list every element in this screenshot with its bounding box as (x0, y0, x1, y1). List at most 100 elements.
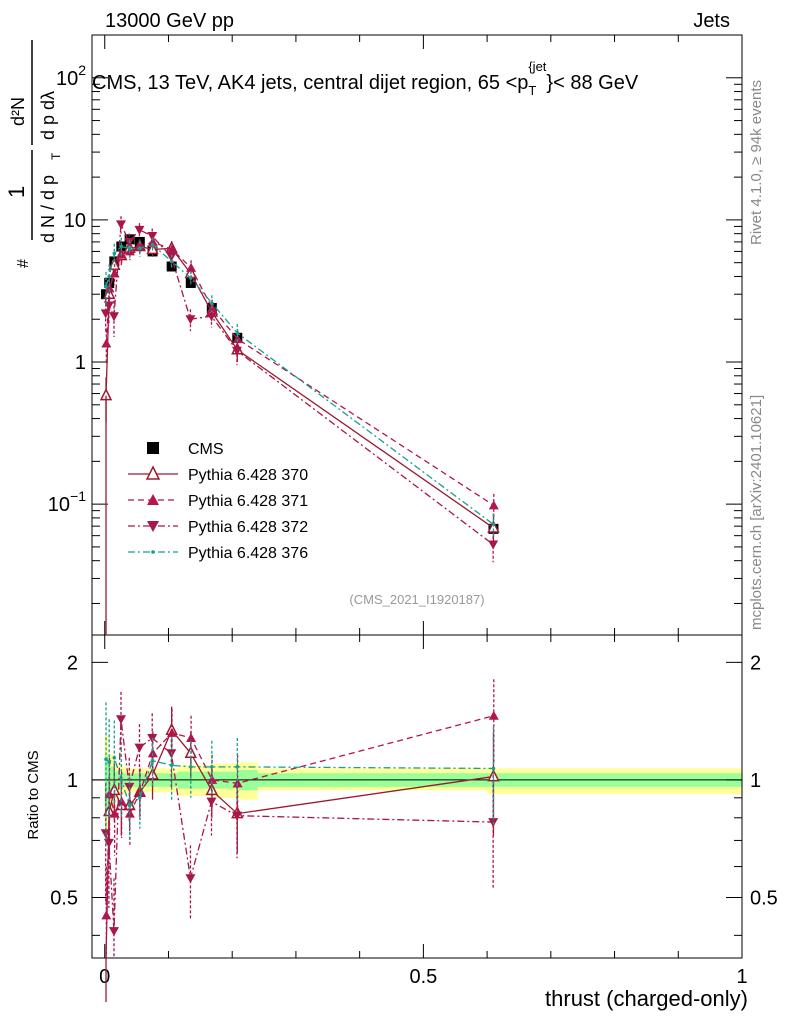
plot-title-main: CMS, 13 TeV, AK4 jets, central dijet reg… (92, 72, 528, 94)
data-point (488, 540, 499, 550)
series-p371 (101, 679, 499, 958)
ylabel-frac2-den: d p dλ (38, 91, 58, 140)
ylabel-hash: # (15, 259, 32, 268)
data-point (104, 789, 115, 799)
data-point (119, 778, 124, 782)
data-point (231, 346, 242, 356)
data-point (235, 331, 240, 335)
header-right: Jets (693, 10, 730, 32)
data-point (186, 733, 197, 743)
data-point (210, 301, 214, 305)
y-axis-label-main: # 1 d N / d p T d²N d p dλ (4, 40, 63, 268)
ratio-tick-label-right: 2 (750, 652, 761, 674)
data-point (185, 874, 196, 884)
ratio-tick-label-left: 0.5 (50, 888, 78, 910)
series-line (105, 729, 494, 959)
series-line (105, 241, 495, 506)
legend-label: Pythia 6.428 372 (188, 519, 308, 536)
data-point (488, 710, 499, 720)
header-left: 13000 GeV pp (105, 10, 234, 32)
y-tick-exp: −1 (70, 488, 86, 504)
data-point (147, 521, 159, 532)
data-point (488, 500, 499, 510)
legend-label: CMS (188, 441, 224, 458)
legend: CMS Pythia 6.428 370 Pythia 6.428 371 Pythi… (128, 441, 308, 562)
y-tick-base: 10 (48, 494, 70, 516)
data-point (107, 760, 112, 765)
legend-label: Pythia 6.428 371 (188, 493, 308, 510)
data-point (119, 244, 124, 249)
data-point (147, 494, 159, 505)
legend-item: Pythia 6.428 371 (128, 493, 308, 510)
plot-frames (91, 34, 743, 959)
data-point (188, 276, 193, 280)
mcplots-label: mcplots.cern.ch [arXiv:2401.10621] (748, 395, 765, 630)
legend-item: Pythia 6.428 370 (128, 465, 308, 484)
data-point (112, 755, 117, 760)
plot-title-end: }< 88 GeV (546, 72, 638, 94)
data-point (101, 338, 112, 348)
series-p372 (100, 691, 499, 958)
y-tick-base: 10 (56, 68, 78, 90)
series-line (105, 719, 494, 932)
legend-label: Pythia 6.428 376 (188, 545, 308, 562)
x-tick-label: 0.5 (409, 966, 437, 988)
data-point (112, 251, 117, 256)
rivet-version-label: Rivet 4.1.0, ≥ 94k events (748, 80, 765, 245)
band-outer (104, 735, 742, 841)
data-point (104, 284, 108, 289)
series-line (105, 715, 494, 916)
data-point (108, 782, 121, 796)
data-point (134, 225, 145, 235)
data-point (491, 522, 496, 527)
y-axis-label-ratio: Ratio to CMS (25, 750, 42, 839)
y-tick-exp: 2 (78, 62, 86, 78)
data-point (206, 797, 217, 807)
data-point (147, 442, 159, 454)
data-point (134, 743, 145, 753)
data-point (231, 811, 242, 821)
legend-item: Pythia 6.428 376 (128, 545, 308, 562)
data-point (145, 465, 161, 480)
data-point (235, 765, 240, 769)
data-point (147, 748, 158, 758)
data-point (127, 246, 132, 251)
series-p372 (100, 216, 499, 563)
data-point (166, 727, 177, 737)
ratio-series (100, 679, 500, 1003)
ratio-tick-label-left: 2 (67, 652, 78, 674)
plot-title-sub: T (528, 83, 536, 98)
series-line (105, 243, 494, 525)
data-point (188, 765, 193, 769)
series-p376 (104, 237, 496, 538)
x-tick-label: 0 (99, 966, 110, 988)
data-point (107, 274, 112, 279)
data-point (232, 334, 243, 344)
data-point (104, 757, 108, 761)
data-point (103, 838, 114, 848)
data-point (186, 262, 197, 272)
data-point (108, 312, 119, 322)
data-point (150, 242, 155, 247)
series-p376 (104, 702, 496, 846)
ratio-tick-label-right: 1 (750, 770, 761, 792)
main-series (99, 216, 500, 635)
y-tick-label: 10−1 (48, 488, 86, 516)
data-point (147, 232, 158, 242)
data-point (185, 315, 196, 325)
data-point (101, 910, 112, 920)
data-point (169, 259, 174, 264)
y-tick-label: 1 (75, 352, 86, 374)
data-point (151, 550, 155, 554)
data-point (109, 808, 120, 818)
x-tick-label: 1 (736, 966, 747, 988)
ratio-tick-label-right: 0.5 (750, 888, 778, 910)
band-inner (104, 756, 742, 808)
data-point (137, 795, 142, 800)
ratio-tick-label-left: 1 (67, 770, 78, 792)
data-point (108, 927, 119, 937)
data-point (137, 246, 142, 251)
plot-title-sup: {jet (528, 59, 546, 74)
